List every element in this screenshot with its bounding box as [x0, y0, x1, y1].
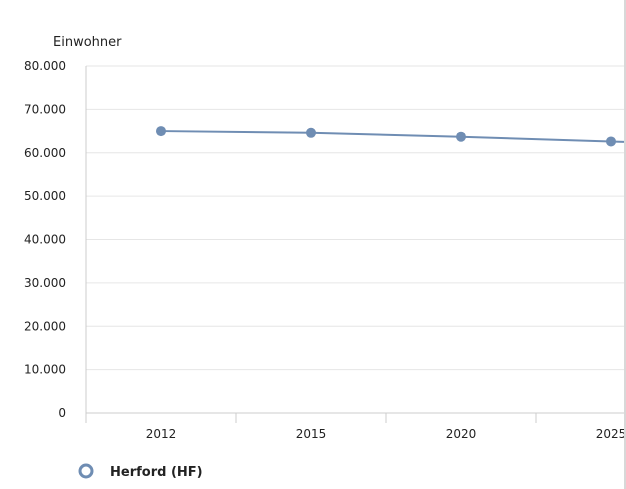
axes [85, 66, 624, 423]
x-tick-label: 2020 [446, 427, 477, 441]
data-point[interactable] [606, 136, 616, 147]
series-line [160, 130, 625, 143]
x-tick-labels: 2012 2015 2020 2025 [146, 427, 626, 441]
y-tick-label: 10.000 [24, 363, 66, 377]
legend-item-herford[interactable]: Herford (HF) [110, 465, 203, 480]
x-tick-label: 2012 [146, 427, 177, 441]
y-axis-title: Einwohner [53, 35, 122, 50]
y-tick-label: 0 [58, 406, 66, 420]
y-tick-label: 70.000 [24, 102, 66, 116]
data-point[interactable] [156, 126, 166, 137]
y-tick-labels: 0 10.000 20.000 30.000 40.000 50.000 60.000 70.… [24, 59, 66, 420]
grid-lines [86, 65, 624, 371]
legend[interactable]: Herford (HF) [78, 463, 203, 480]
y-tick-label: 40.000 [24, 233, 66, 247]
legend-marker-icon[interactable] [78, 463, 94, 479]
panel-right-border [624, 0, 626, 489]
y-tick-label: 60.000 [24, 146, 66, 160]
data-point[interactable] [306, 127, 316, 138]
y-tick-label: 80.000 [24, 59, 66, 73]
series-layer [156, 126, 625, 147]
y-tick-label: 30.000 [24, 276, 66, 290]
data-point[interactable] [456, 131, 466, 142]
x-tick-label: 2015 [296, 427, 327, 441]
y-tick-label: 50.000 [24, 189, 66, 203]
x-tick-label: 2025 [596, 427, 626, 441]
y-tick-label: 20.000 [24, 319, 66, 333]
